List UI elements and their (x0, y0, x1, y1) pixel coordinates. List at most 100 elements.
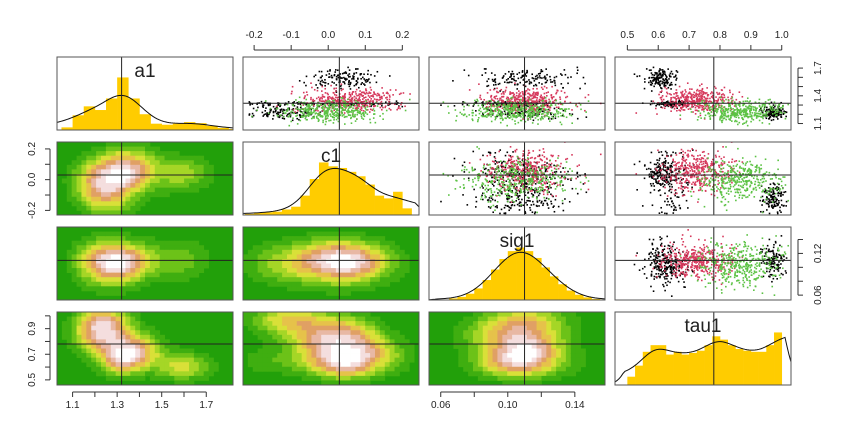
scatter-point-chain-1 (305, 75, 308, 78)
scatter-point-chain-3 (350, 111, 353, 113)
scatter-point-chain-3 (579, 181, 582, 184)
scatter-point-chain-3 (515, 116, 517, 119)
scatter-point-chain-2 (701, 88, 704, 91)
scatter-point-chain-2 (310, 98, 312, 101)
scatter-point-chain-2 (335, 87, 338, 90)
scatter-point-chain-2 (510, 164, 513, 167)
scatter-point-chain-1 (514, 112, 517, 114)
scatter-point-chain-3 (532, 170, 535, 173)
scatter-point-chain-1 (497, 83, 500, 86)
scatter-point-chain-3 (335, 103, 337, 106)
scatter-point-chain-3 (514, 104, 517, 107)
scatter-point-chain-3 (714, 114, 717, 117)
scatter-point-chain-3 (328, 100, 331, 102)
scatter-point-chain-1 (774, 105, 776, 108)
scatter-point-chain-2 (690, 93, 692, 95)
scatter-point-chain-2 (306, 94, 309, 96)
scatter-point-chain-3 (571, 170, 573, 172)
scatter-point-chain-3 (528, 115, 531, 118)
scatter-point-chain-3 (323, 109, 325, 112)
scatter-point-chain-3 (496, 167, 498, 170)
scatter-point-chain-1 (531, 211, 534, 214)
scatter-point-chain-2 (571, 154, 573, 156)
scatter-point-chain-2 (369, 103, 372, 105)
scatter-point-chain-2 (541, 164, 543, 167)
density-cell (120, 201, 126, 207)
scatter-point-chain-1 (357, 68, 359, 70)
density-cell (81, 151, 87, 157)
scatter-point-chain-1 (653, 79, 656, 81)
scatter-point-chain-3 (746, 97, 749, 100)
scatter-point-chain-1 (533, 190, 536, 192)
scatter-point-chain-1 (655, 82, 658, 84)
scatter-point-chain-1 (571, 113, 574, 116)
scatter-point-chain-1 (667, 100, 669, 103)
scatter-point-chain-2 (554, 98, 557, 101)
scatter-point-chain-1 (475, 110, 477, 112)
scatter-point-chain-1 (305, 84, 307, 87)
scatter-point-chain-1 (355, 83, 357, 86)
density-cell (125, 205, 131, 211)
scatter-point-chain-3 (512, 187, 515, 189)
scatter-point-chain-2 (488, 173, 491, 176)
scatter-point-chain-1 (279, 105, 282, 107)
scatter-point-chain-3 (520, 98, 522, 101)
density-cell (145, 187, 151, 193)
histogram-bar (300, 195, 310, 215)
scatter-point-chain-1 (283, 117, 286, 120)
scatter-point-chain-1 (482, 154, 484, 157)
scatter-point-chain-1 (654, 82, 657, 85)
scatter-point-chain-2 (672, 96, 675, 99)
scatter-point-chain-1 (651, 76, 653, 79)
scatter-point-chain-3 (742, 103, 745, 106)
scatter-point-chain-2 (699, 114, 702, 117)
scatter-point-chain-3 (542, 103, 544, 106)
scatter-point-chain-2 (490, 95, 492, 98)
scatter-point-chain-3 (534, 105, 536, 108)
scatter-point-chain-1 (342, 81, 344, 83)
scatter-point-chain-2 (386, 91, 389, 94)
scatter-point-chain-2 (546, 193, 549, 196)
scatter-point-chain-3 (480, 114, 483, 117)
scatter-point-chain-2 (532, 176, 535, 179)
density-cell (164, 151, 170, 157)
scatter-point-chain-2 (395, 89, 397, 91)
scatter-point-chain-3 (313, 110, 315, 113)
density-cell (86, 201, 92, 207)
density-cell (120, 196, 126, 202)
scatter-point-chain-3 (320, 107, 323, 109)
scatter-point-chain-1 (779, 109, 781, 112)
scatter-point-chain-3 (528, 109, 531, 112)
scatter-point-chain-3 (554, 165, 557, 167)
scatter-point-chain-3 (290, 111, 292, 113)
scatter-point-chain-3 (722, 110, 725, 113)
scatter-point-chain-3 (504, 189, 507, 191)
scatter-point-chain-1 (357, 78, 359, 80)
scatter-point-chain-2 (676, 109, 678, 112)
scatter-point-chain-1 (654, 71, 656, 74)
scatter-point-chain-2 (332, 97, 335, 100)
scatter-point-chain-2 (521, 99, 523, 102)
scatter-point-chain-1 (521, 76, 524, 78)
scatter-point-chain-2 (521, 163, 523, 166)
scatter-point-chain-3 (534, 117, 537, 119)
density-cell (159, 192, 165, 198)
scatter-point-chain-2 (379, 98, 382, 101)
scatter-point-chain-2 (540, 171, 543, 173)
scatter-point-chain-2 (359, 90, 361, 92)
scatter-point-chain-1 (776, 118, 779, 120)
scatter-point-chain-2 (686, 95, 689, 98)
scatter-point-chain-2 (701, 104, 703, 107)
scatter-point-chain-2 (409, 93, 411, 95)
density-cell (86, 192, 92, 198)
scatter-point-chain-1 (325, 74, 328, 76)
density-cell (130, 155, 136, 161)
scatter-point-chain-2 (529, 104, 532, 107)
scatter-point-chain-2 (523, 177, 525, 179)
scatter-point-chain-2 (324, 99, 327, 102)
scatter-point-chain-2 (361, 98, 364, 100)
scatter-point-chain-1 (650, 81, 652, 84)
scatter-point-chain-2 (711, 96, 714, 99)
scatter-point-chain-3 (538, 180, 541, 183)
scatter-point-chain-3 (454, 109, 457, 111)
